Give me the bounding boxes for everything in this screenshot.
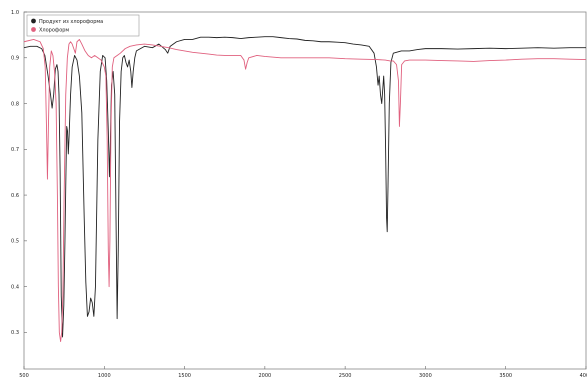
y-tick-label: 0.6 <box>11 193 19 199</box>
x-tick-label: 1000 <box>98 373 111 378</box>
legend-label-1: Продукт из хлороформа <box>39 19 103 25</box>
x-axis: 500 1000 1500 2000 2500 3000 3500 4000 <box>19 366 587 378</box>
plot-area-frame <box>23 11 587 370</box>
y-tick-label: 1.0 <box>11 10 19 16</box>
legend-box <box>26 14 140 37</box>
y-tick-label: 0.9 <box>11 56 19 62</box>
x-tick-label: 3500 <box>499 373 512 378</box>
legend: Продукт из хлороформа Хлороформ <box>26 14 140 37</box>
series-line-2 <box>23 39 587 342</box>
y-tick-label: 0.5 <box>11 239 19 245</box>
y-axis: 1.0 0.9 0.8 0.7 0.6 0.5 0.4 0.3 <box>11 10 27 336</box>
x-tick-label: 1500 <box>178 373 191 378</box>
x-tick-label: 2500 <box>339 373 352 378</box>
x-tick-label: 4000 <box>580 373 587 378</box>
legend-marker-2 <box>31 27 36 32</box>
y-tick-label: 0.4 <box>11 284 19 290</box>
x-tick-label: 500 <box>19 373 29 378</box>
legend-marker-1 <box>31 18 36 24</box>
y-tick-label: 0.3 <box>11 330 19 336</box>
y-tick-label: 0.7 <box>11 147 19 153</box>
x-tick-label: 3000 <box>419 373 432 378</box>
legend-label-2: Хлороформ <box>39 27 69 33</box>
series-line-1 <box>23 36 586 338</box>
series-lines <box>23 36 587 342</box>
y-tick-label: 0.8 <box>11 101 19 107</box>
x-tick-label: 2000 <box>258 373 271 378</box>
